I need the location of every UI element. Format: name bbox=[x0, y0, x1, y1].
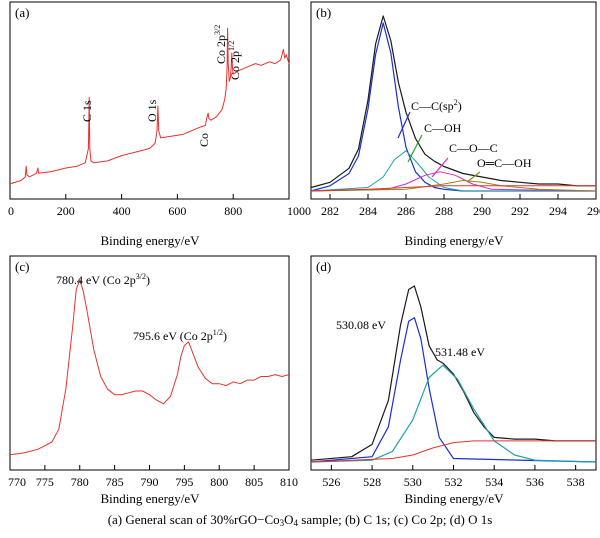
panel-b-leader-o-c-oh bbox=[466, 171, 481, 183]
x-tick-label: 282 bbox=[321, 204, 339, 218]
x-tick-label: 800 bbox=[210, 475, 228, 489]
panel-c-annotation-co2p32: 780.4 eV (Co 2p3/2) bbox=[56, 272, 150, 287]
panel-b-leader-c-oh bbox=[407, 134, 423, 163]
panel-b-peak-c-c-sp2 bbox=[310, 22, 596, 192]
panel-b-c1s: (b) 282 284 286 288 290 292 294 296 C—C(sp2) C—… bbox=[310, 1, 600, 248]
panel-b-peak-o-c-oh bbox=[310, 180, 597, 192]
panel-d-label: (d) bbox=[316, 259, 331, 274]
x-tick-label: 0 bbox=[8, 204, 14, 218]
panel-a-annotation-co: Co bbox=[197, 133, 211, 147]
panel-d-annotation-530-08: 530.08 eV bbox=[336, 318, 386, 332]
panel-c-co2p: (c) 770 775 780 785 790 795 800 805 810 780.4 eV… bbox=[8, 255, 298, 506]
x-tick-label: 795 bbox=[175, 475, 193, 489]
x-tick-label: 810 bbox=[280, 475, 298, 489]
panel-a-x-axis-label: Binding energy/eV bbox=[100, 233, 200, 248]
x-tick-label: 526 bbox=[322, 475, 340, 489]
panel-c-annotation-co2p12: 795.6 eV (Co 2p1/2) bbox=[133, 328, 227, 343]
panel-a-frame bbox=[9, 1, 290, 200]
x-tick-label: 400 bbox=[113, 204, 131, 218]
panel-b-envelope bbox=[310, 15, 596, 189]
panel-a-survey-spectrum bbox=[9, 27, 290, 185]
x-tick-label: 775 bbox=[36, 475, 54, 489]
panel-a-annotation-c1s: C 1s bbox=[80, 100, 94, 122]
x-tick-label: 290 bbox=[473, 204, 491, 218]
x-tick-label: 780 bbox=[71, 475, 89, 489]
x-tick-label: 805 bbox=[245, 475, 263, 489]
panel-d-x-axis-label: Binding energy/eV bbox=[404, 491, 504, 506]
panel-d-baseline bbox=[310, 440, 596, 463]
panel-b-annotation-c-c-sp2: C—C(sp2) bbox=[411, 98, 462, 113]
x-tick-label: 200 bbox=[57, 204, 75, 218]
panel-d-frame bbox=[310, 255, 597, 471]
panel-b-peak-c-oh bbox=[310, 150, 596, 192]
x-tick-label: 785 bbox=[106, 475, 124, 489]
panel-c-frame bbox=[9, 255, 290, 471]
panel-b-label: (b) bbox=[316, 5, 331, 20]
panel-b-frame bbox=[310, 1, 597, 200]
figure-caption: (a) General scan of 30%rGO−Co3O4 sample;… bbox=[107, 512, 493, 528]
x-tick-label: 292 bbox=[511, 204, 529, 218]
panel-a-label: (a) bbox=[15, 5, 29, 20]
x-tick-label: 800 bbox=[224, 204, 242, 218]
panel-b-x-ticks: 282 284 286 288 290 292 294 296 bbox=[321, 194, 600, 218]
x-tick-label: 790 bbox=[141, 475, 159, 489]
x-tick-label: 284 bbox=[359, 204, 377, 218]
panel-a-x-ticks: 0 200 400 600 800 1000 bbox=[8, 194, 311, 218]
panel-a-annotation-o1s: O 1s bbox=[145, 99, 159, 122]
panel-c-label: (c) bbox=[15, 259, 29, 274]
panel-b-leader-c-o-c bbox=[431, 157, 449, 178]
panel-c-x-axis-label: Binding energy/eV bbox=[100, 491, 200, 506]
x-tick-label: 296 bbox=[587, 204, 600, 218]
x-tick-label: 536 bbox=[526, 475, 544, 489]
x-tick-label: 528 bbox=[363, 475, 381, 489]
panel-d-annotation-531-48: 531.48 eV bbox=[435, 345, 485, 359]
panel-b-annotation-c-oh: C—OH bbox=[424, 121, 462, 135]
panel-b-annotation-c-o-c: C—O—C bbox=[449, 141, 498, 155]
panel-c-x-ticks: 770 775 780 785 790 795 800 805 810 bbox=[8, 465, 298, 489]
panel-b-baseline bbox=[310, 185, 596, 192]
panel-c-co2p-spectrum bbox=[9, 279, 290, 456]
panel-d-peak-530-08 bbox=[310, 317, 597, 463]
panel-b-x-axis-label: Binding energy/eV bbox=[404, 233, 504, 248]
panel-a-annotation-co2p12: Co 2p1/2 bbox=[227, 41, 242, 80]
panel-b-annotation-o-c-oh: O═C—OH bbox=[477, 156, 532, 170]
panel-b-leader-c-c bbox=[397, 111, 411, 139]
panel-a-general-scan: (a) 0 200 400 600 800 1000 C 1s O 1s Co Co 2p… bbox=[8, 1, 311, 248]
x-tick-label: 286 bbox=[397, 204, 415, 218]
x-tick-label: 294 bbox=[549, 204, 567, 218]
x-tick-label: 288 bbox=[435, 204, 453, 218]
panel-b-peak-c-o-c bbox=[310, 171, 597, 192]
x-tick-label: 1000 bbox=[287, 204, 311, 218]
panel-d-o1s: (d) 526 528 530 532 534 536 538 530.08 eV 531.… bbox=[310, 255, 597, 506]
panel-a-annotation-co2p32: Co 2p3/2 bbox=[213, 25, 228, 64]
panel-d-envelope bbox=[310, 285, 596, 461]
x-tick-label: 530 bbox=[404, 475, 422, 489]
x-tick-label: 534 bbox=[485, 475, 503, 489]
x-tick-label: 770 bbox=[8, 475, 26, 489]
panel-d-peak-531-48 bbox=[310, 364, 597, 463]
x-tick-label: 532 bbox=[445, 475, 463, 489]
panel-d-x-ticks: 526 528 530 532 534 536 538 bbox=[322, 465, 585, 489]
x-tick-label: 600 bbox=[168, 204, 186, 218]
x-tick-label: 538 bbox=[567, 475, 585, 489]
